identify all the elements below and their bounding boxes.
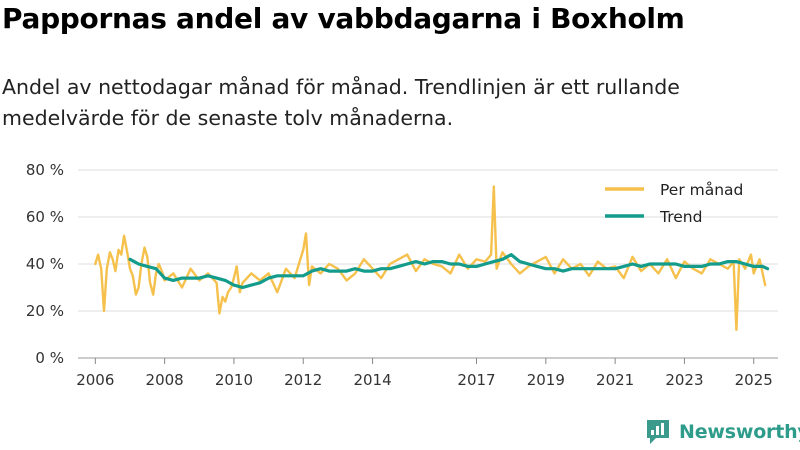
x-tick-label-2025: 2025 [735, 371, 773, 389]
newsworthy-brand: Newsworthy [645, 418, 800, 446]
legend-label-trend: Trend [659, 208, 702, 226]
y-tick-label-40: 40 % [26, 255, 64, 273]
y-tick-label-80: 80 % [26, 161, 64, 179]
x-tick-label-2014: 2014 [353, 371, 391, 389]
y-tick-label-0: 0 % [35, 349, 64, 367]
chart-title: Pappornas andel av vabbdagarna i Boxholm [2, 2, 685, 35]
x-tick-label-2008: 2008 [146, 371, 184, 389]
legend-label-per-manad: Per månad [660, 181, 743, 199]
x-tick-label-2017: 2017 [457, 371, 495, 389]
chart-subtitle: Andel av nettodagar månad för månad. Tre… [2, 75, 680, 130]
y-tick-label-20: 20 % [26, 302, 64, 320]
y-tick-label-60: 60 % [26, 208, 64, 226]
legend: Per månad Trend [605, 181, 743, 226]
series-line-trend [128, 253, 770, 290]
newsworthy-logo-icon [647, 420, 669, 444]
x-tick-label-2010: 2010 [215, 371, 253, 389]
newsworthy-wordmark: Newsworthy [679, 421, 800, 443]
x-tick-label-2021: 2021 [596, 371, 634, 389]
series-lines [94, 185, 770, 331]
x-tick-label-2012: 2012 [284, 371, 322, 389]
x-tick-label-2006: 2006 [76, 371, 114, 389]
y-axis-labels: 0 % 20 % 40 % 60 % 80 % [26, 161, 64, 367]
x-tick-label-2023: 2023 [665, 371, 703, 389]
x-tick-label-2019: 2019 [527, 371, 565, 389]
x-axis: 2006 2008 2010 2012 2014 2017 2019 2021 2023 2025 [76, 358, 773, 389]
